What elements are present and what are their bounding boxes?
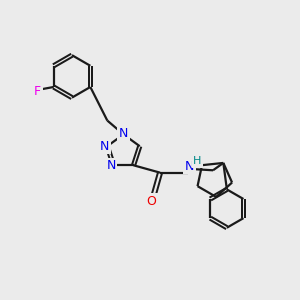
Text: N: N (119, 127, 128, 140)
Text: N: N (185, 160, 194, 173)
Text: O: O (146, 195, 156, 208)
Text: N: N (100, 140, 110, 153)
Text: H: H (193, 157, 202, 166)
Text: N: N (106, 159, 116, 172)
Text: F: F (34, 85, 41, 98)
